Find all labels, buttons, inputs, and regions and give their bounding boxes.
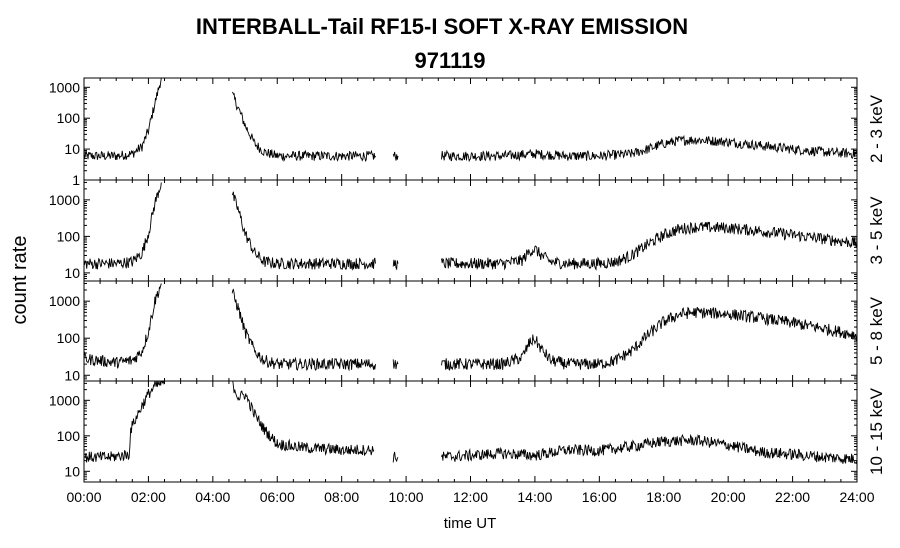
panel-energy-label: 5 - 8 keV: [867, 296, 886, 365]
series-line-4: [441, 306, 857, 371]
y-tick-label: 10: [64, 463, 80, 479]
series-line-1: [84, 381, 165, 463]
x-tick-label: 22:00: [775, 489, 810, 505]
series-line-3: [392, 359, 399, 370]
y-tick-label: 100: [57, 228, 81, 244]
y-tick-label: 1000: [49, 79, 80, 95]
x-tick-label: 14:00: [517, 489, 552, 505]
series-line-3: [392, 259, 399, 271]
panel-frame: [83, 179, 858, 282]
y-tick-label: 10: [64, 367, 80, 383]
x-axis-label: time UT: [444, 515, 497, 532]
chart-title: INTERBALL-Tail RF15-I SOFT X-RAY EMISSIO…: [196, 14, 688, 39]
x-tick-label: 04:00: [195, 489, 230, 505]
series-line-1: [84, 78, 162, 160]
series-line-2: [232, 381, 375, 457]
series-line-3: [392, 451, 399, 463]
x-tick-label: 18:00: [646, 489, 681, 505]
y-tick-label: 1: [72, 172, 80, 188]
x-tick-label: 06:00: [260, 489, 295, 505]
series-line-2: [231, 288, 376, 372]
x-tick-label: 10:00: [389, 489, 424, 505]
panel-3: 10 100 1000 5 - 8 keV: [49, 280, 886, 383]
x-tick-label: 12:00: [453, 489, 488, 505]
series-line-2: [231, 91, 376, 163]
panel-energy-label: 10 - 15 keV: [867, 387, 886, 475]
panel-4: 10 100 1000 10 - 15 keV: [49, 380, 886, 483]
series-line-1: [84, 182, 162, 270]
x-tick-label: 00:00: [66, 489, 101, 505]
y-tick-label: 10: [64, 265, 80, 281]
panel-2: 10 100 1000 3 - 5 keV: [49, 179, 886, 282]
series-line-1: [84, 283, 162, 369]
y-axis-label: count rate: [9, 236, 31, 325]
panel-1: 1 10 100 1000 2 - 3 keV: [49, 77, 886, 188]
series-line-4: [441, 433, 857, 465]
x-tick-label: 02:00: [131, 489, 166, 505]
x-tick-label: 20:00: [711, 489, 746, 505]
x-tick-label: 08:00: [324, 489, 359, 505]
y-tick-label: 100: [57, 330, 81, 346]
x-tick-label: 16:00: [582, 489, 617, 505]
x-tick-label: 24:00: [839, 489, 874, 505]
series-line-2: [231, 191, 376, 271]
y-tick-label: 1000: [49, 392, 80, 408]
chart-subtitle: 971119: [415, 48, 486, 73]
series-line-3: [392, 151, 399, 161]
series-line-4: [441, 134, 857, 163]
panel-frame: [83, 77, 858, 181]
y-tick-label: 1000: [49, 192, 80, 208]
y-tick-label: 100: [57, 110, 81, 126]
series-line-4: [441, 221, 857, 271]
panel-frame: [83, 280, 858, 382]
y-tick-label: 10: [64, 141, 80, 157]
panel-frame: [83, 380, 858, 483]
y-tick-label: 100: [57, 428, 81, 444]
y-tick-label: 1000: [49, 293, 80, 309]
panel-energy-label: 3 - 5 keV: [867, 196, 886, 265]
panel-energy-label: 2 - 3 keV: [867, 94, 886, 163]
